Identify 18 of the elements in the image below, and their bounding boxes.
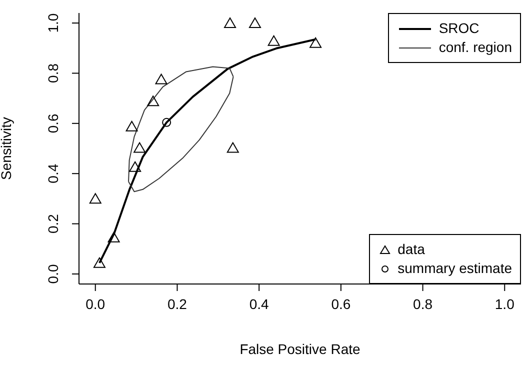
x-tick-label: 1.0 bbox=[494, 296, 515, 312]
y-tick-label: 0.6 bbox=[45, 113, 61, 134]
x-tick-label: 0.4 bbox=[249, 296, 270, 312]
legend-label: SROC bbox=[438, 19, 480, 38]
legend-label: data bbox=[398, 240, 425, 259]
x-axis-title: False Positive Rate bbox=[240, 341, 361, 357]
y-axis-title: Sensitivity bbox=[0, 116, 14, 180]
y-tick-label: 1.0 bbox=[45, 13, 61, 33]
x-tick-label: 0.6 bbox=[331, 296, 351, 312]
x-tick-label: 0.2 bbox=[167, 296, 188, 312]
y-tick-label: 0.8 bbox=[45, 63, 61, 83]
x-tick-label: 0.8 bbox=[413, 296, 433, 312]
x-tick-label: 0.0 bbox=[86, 296, 106, 312]
y-tick-label: 0.0 bbox=[45, 264, 61, 284]
legend-label: conf. region bbox=[438, 38, 512, 57]
legend-label: summary estimate bbox=[398, 259, 512, 278]
y-tick-label: 0.4 bbox=[45, 164, 61, 184]
y-tick-label: 0.2 bbox=[45, 214, 61, 234]
